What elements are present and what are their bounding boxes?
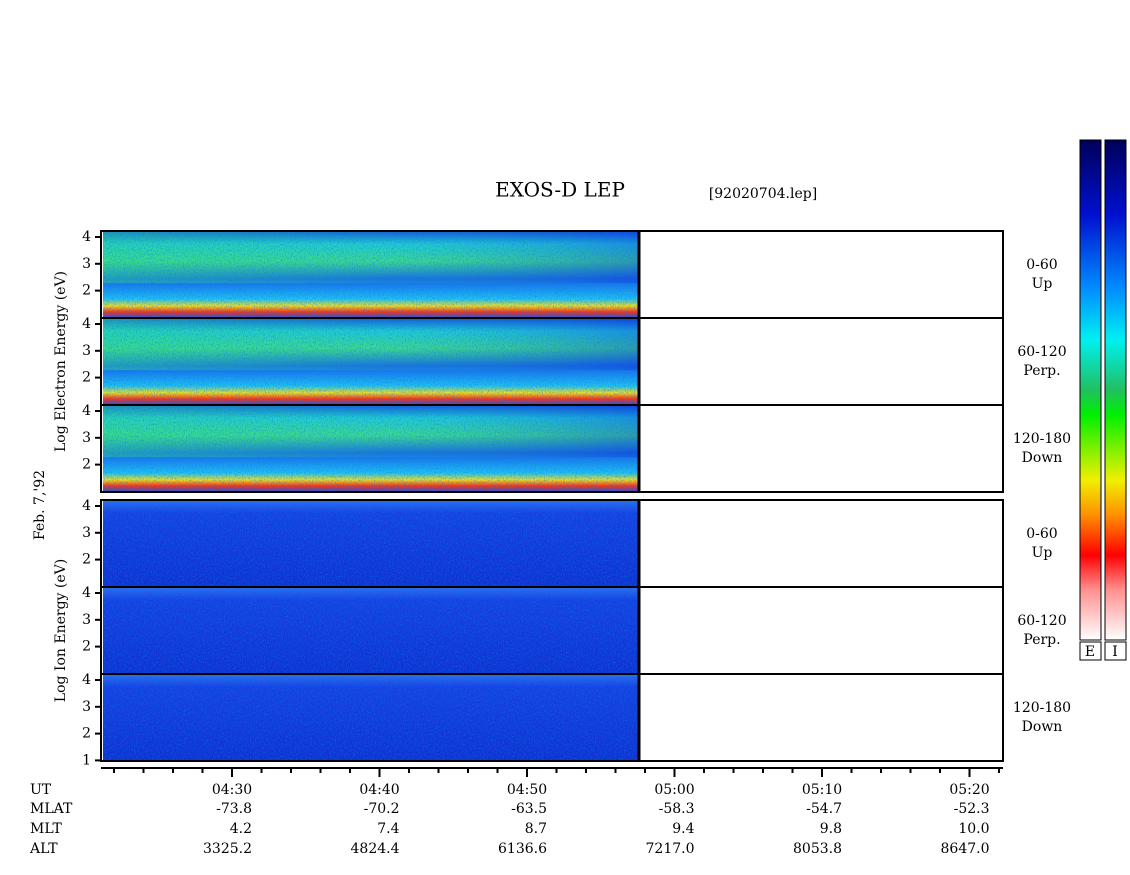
angle-label: 120-180 bbox=[1013, 431, 1071, 447]
y-tick-label: 4 bbox=[82, 316, 91, 332]
row-label: MLT bbox=[30, 821, 62, 837]
colorbar-label: I bbox=[1112, 644, 1118, 660]
orbit-value: -73.8 bbox=[216, 801, 252, 817]
row-label: MLAT bbox=[30, 801, 73, 817]
y-tick-label: 4 bbox=[82, 403, 91, 419]
direction-label: Perp. bbox=[1023, 363, 1060, 379]
orbit-value: 10.0 bbox=[958, 821, 989, 837]
spectrogram-noise bbox=[103, 231, 638, 318]
row-label: UT bbox=[30, 782, 52, 798]
angle-label: 0-60 bbox=[1026, 526, 1057, 542]
orbit-value: 4824.4 bbox=[351, 841, 400, 857]
colorbar-label: E bbox=[1085, 644, 1095, 660]
orbit-value: -54.7 bbox=[806, 801, 842, 817]
colorbar-box bbox=[1079, 641, 1102, 661]
date-label: Feb. 7,'92 bbox=[32, 470, 48, 540]
direction-label: Down bbox=[1022, 719, 1063, 735]
y-tick-label: 3 bbox=[82, 612, 91, 628]
angle-label: 60-120 bbox=[1017, 344, 1066, 360]
time-label: 04:30 bbox=[212, 782, 252, 798]
y-tick-label: 2 bbox=[82, 370, 91, 386]
colorbars: E I bbox=[1079, 139, 1127, 661]
orbit-value: 7217.0 bbox=[646, 841, 695, 857]
panel-frame bbox=[100, 404, 1004, 493]
time-label: 05:10 bbox=[802, 782, 842, 798]
orbit-value: -70.2 bbox=[364, 801, 400, 817]
orbit-value: 8053.8 bbox=[793, 841, 842, 857]
orbit-value: 8.7 bbox=[525, 821, 547, 837]
y-tick-label: 3 bbox=[82, 699, 91, 715]
orbit-value: 8647.0 bbox=[941, 841, 990, 857]
group-axis-label: Log Electron Energy (eV) bbox=[53, 271, 69, 452]
orbit-value: 6136.6 bbox=[498, 841, 547, 857]
angle-label: 120-180 bbox=[1013, 700, 1071, 716]
spectrogram-noise bbox=[103, 500, 638, 587]
group-axis-label: Log Ion Energy (eV) bbox=[53, 559, 69, 702]
y-tick-label: 4 bbox=[82, 229, 91, 245]
spectrogram-noise bbox=[103, 318, 638, 405]
y-tick-label: 3 bbox=[82, 525, 91, 541]
direction-label: Up bbox=[1032, 545, 1053, 561]
angle-label: 60-120 bbox=[1017, 613, 1066, 629]
y-tick-label: 3 bbox=[82, 256, 91, 272]
y-tick-label: 2 bbox=[82, 457, 91, 473]
spectrogram-noise bbox=[103, 587, 638, 674]
orbit-value: -52.3 bbox=[954, 801, 990, 817]
orbit-value: -58.3 bbox=[659, 801, 695, 817]
time-label: 05:00 bbox=[654, 782, 694, 798]
time-label: 05:20 bbox=[949, 782, 989, 798]
y-tick-label: 1 bbox=[82, 752, 91, 768]
y-tick-label: 4 bbox=[82, 672, 91, 688]
direction-label: Down bbox=[1022, 450, 1063, 466]
y-tick-label: 3 bbox=[82, 430, 91, 446]
y-tick-label: 2 bbox=[82, 552, 91, 568]
y-tick-label: 2 bbox=[82, 726, 91, 742]
orbit-value: -63.5 bbox=[511, 801, 547, 817]
row-label: ALT bbox=[29, 841, 58, 857]
orbit-value: 7.4 bbox=[377, 821, 399, 837]
angle-label: 0-60 bbox=[1026, 257, 1057, 273]
orbit-value: 4.2 bbox=[230, 821, 252, 837]
y-tick-label: 2 bbox=[82, 639, 91, 655]
y-tick-label: 3 bbox=[82, 343, 91, 359]
title: EXOS-D LEP bbox=[495, 178, 625, 202]
colorbar-box bbox=[1104, 641, 1127, 661]
spectrogram-noise bbox=[103, 405, 638, 492]
file-name: [92020704.lep] bbox=[709, 186, 817, 202]
direction-label: Up bbox=[1032, 276, 1053, 292]
spectrogram-noise bbox=[103, 674, 638, 761]
orbit-value: 9.8 bbox=[820, 821, 842, 837]
time-label: 04:40 bbox=[359, 782, 399, 798]
direction-label: Perp. bbox=[1023, 632, 1060, 648]
time-label: 04:50 bbox=[507, 782, 547, 798]
colorbar bbox=[1079, 139, 1102, 641]
orbit-value: 3325.2 bbox=[203, 841, 252, 857]
y-tick-label: 4 bbox=[82, 585, 91, 601]
y-tick-label: 2 bbox=[82, 283, 91, 299]
orbit-value: 9.4 bbox=[672, 821, 694, 837]
colorbar bbox=[1104, 139, 1127, 641]
y-tick-label: 4 bbox=[82, 498, 91, 514]
panel-frame bbox=[100, 673, 1004, 762]
